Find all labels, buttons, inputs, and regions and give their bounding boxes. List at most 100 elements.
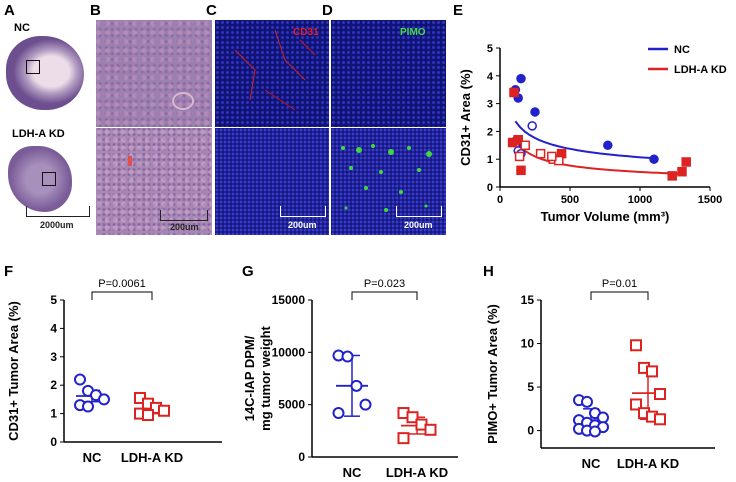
f-point-kd xyxy=(158,404,170,417)
g-point-kd xyxy=(397,432,410,445)
chart-f: 0 1 2 3 4 5 NC LDH-A KD CD31+ Tumor Area (%) P=0.… xyxy=(6,278,222,465)
chart-h: 0 5 10 15 NC LDH-A KD PIMO+ Tumor Area (%) P=0.… xyxy=(485,278,715,471)
g-y-tick-label: 15000 xyxy=(272,293,306,307)
panel-a-scale-label: 2000um xyxy=(40,220,74,230)
panel-label-f: F xyxy=(4,263,14,280)
panel-c-kd-image xyxy=(215,128,329,235)
e-point-nc xyxy=(527,121,537,131)
h-point-kd xyxy=(654,413,666,426)
h-point-kd xyxy=(646,365,658,378)
e-y-axis-label: CD31+ Area (%) xyxy=(458,69,473,166)
panel-c-scale-bar xyxy=(280,206,326,217)
e-x-tick-label: 1500 xyxy=(698,194,722,206)
f-y-tick-label: 1 xyxy=(50,407,57,421)
f-category-label: LDH-A KD xyxy=(121,450,183,465)
f-point-nc xyxy=(82,400,94,413)
pimo-staining xyxy=(341,144,432,212)
panel-c-channel-label: CD31 xyxy=(293,27,319,38)
e-point-kd xyxy=(513,134,523,145)
cd31-vessels xyxy=(234,29,316,111)
h-point-kd xyxy=(630,339,642,352)
f-y-tick-label: 2 xyxy=(50,378,57,392)
e-y-tick-label: 3 xyxy=(487,99,493,111)
e-y-tick-label: 4 xyxy=(487,71,494,83)
panel-d-kd-image xyxy=(331,128,446,235)
e-point-kd xyxy=(547,151,557,162)
h-y-axis-label: PIMO+ Tumor Area (%) xyxy=(485,304,500,444)
e-x-tick-label: 500 xyxy=(561,194,579,206)
e-point-kd xyxy=(520,140,530,151)
g-significance-bracket xyxy=(351,291,418,300)
h-significance-bracket xyxy=(590,291,649,300)
e-point-kd xyxy=(516,165,526,176)
h-category-label: LDH-A KD xyxy=(617,456,679,471)
e-x-axis-label: Tumor Volume (mm³) xyxy=(541,209,670,224)
e-point-kd xyxy=(681,157,691,167)
e-legend-kd-label: LDH-A KD xyxy=(674,64,727,76)
panel-a-nc-label: NC xyxy=(14,22,30,34)
f-y-tick-label: 0 xyxy=(50,435,57,449)
panel-label-a: A xyxy=(4,2,15,19)
e-y-tick-label: 1 xyxy=(487,154,493,166)
h-point-kd xyxy=(654,388,666,401)
nc-tumor-section xyxy=(6,36,84,110)
rbc-spot xyxy=(128,156,132,166)
kd-tumor-section xyxy=(8,146,72,212)
h-y-tick-label: 15 xyxy=(521,293,535,307)
panel-b-scale-label: 200um xyxy=(170,222,199,232)
e-legend-nc-label: NC xyxy=(674,44,690,56)
f-point-nc xyxy=(74,373,86,386)
f-point-kd xyxy=(142,409,154,422)
f-p-value: P=0.0061 xyxy=(98,278,145,290)
e-nc-trend-line xyxy=(514,120,657,160)
panel-c-scale-label: 200um xyxy=(288,220,317,230)
h-y-tick-label: 5 xyxy=(527,380,534,394)
f-y-axis-label: CD31+ Tumor Area (%) xyxy=(6,301,21,441)
e-x-tick-label: 0 xyxy=(497,194,503,206)
g-point-kd xyxy=(424,423,437,436)
g-y-tick-label: 0 xyxy=(298,450,305,464)
panel-a-kd-label: LDH-A KD xyxy=(12,128,65,140)
h-point-nc xyxy=(589,425,601,438)
e-point-kd xyxy=(667,171,677,181)
e-point-nc xyxy=(649,154,659,164)
f-y-tick-label: 3 xyxy=(50,350,57,364)
panel-label-d: D xyxy=(322,2,333,19)
panel-d-scale-label: 200um xyxy=(404,220,433,230)
g-point-nc xyxy=(341,350,354,363)
g-p-value: P=0.023 xyxy=(364,278,405,290)
panel-c-nc-image xyxy=(215,20,329,127)
chart-g: 0 5000 10000 15000 NC LDH-A KD 14C-IAP DPM/mg … xyxy=(242,278,458,480)
panel-b-kd-image xyxy=(96,128,212,235)
nc-roi-box xyxy=(26,60,40,74)
e-point-kd xyxy=(514,151,525,162)
h-point-nc xyxy=(581,395,593,408)
e-y-tick-label: 0 xyxy=(487,182,493,194)
h-y-tick-label: 10 xyxy=(521,337,535,351)
g-category-label: NC xyxy=(343,465,362,480)
g-point-kd xyxy=(406,411,419,424)
f-point-nc xyxy=(98,393,110,406)
e-point-nc xyxy=(516,73,526,84)
panel-label-c: C xyxy=(206,2,217,19)
panel-label-h: H xyxy=(483,263,494,280)
h-point-nc xyxy=(597,411,609,424)
e-y-tick-label: 5 xyxy=(487,43,493,55)
g-point-nc xyxy=(359,398,372,411)
panel-b-scale-bar xyxy=(160,210,208,221)
e-point-nc xyxy=(530,107,540,117)
e-y-tick-label: 2 xyxy=(487,126,493,138)
panel-label-b: B xyxy=(90,2,101,19)
chart-e: 0 1 2 3 4 5 0 500 1000 1500 Tumor Volume (mm³) CD31… xyxy=(458,43,727,224)
h-category-label: NC xyxy=(582,456,601,471)
e-point-kd xyxy=(509,87,519,98)
g-point-nc xyxy=(350,379,363,392)
panel-d-channel-label: PIMO xyxy=(400,27,426,38)
h-point-kd xyxy=(630,398,642,411)
g-y-axis-label-1: 14C-IAP DPM/ xyxy=(242,335,257,421)
g-y-tick-label: 10000 xyxy=(272,345,306,359)
panel-b-nc-image xyxy=(96,20,212,127)
f-category-label: NC xyxy=(83,450,102,465)
vessel-structure xyxy=(172,92,194,110)
g-point-nc xyxy=(332,407,345,420)
